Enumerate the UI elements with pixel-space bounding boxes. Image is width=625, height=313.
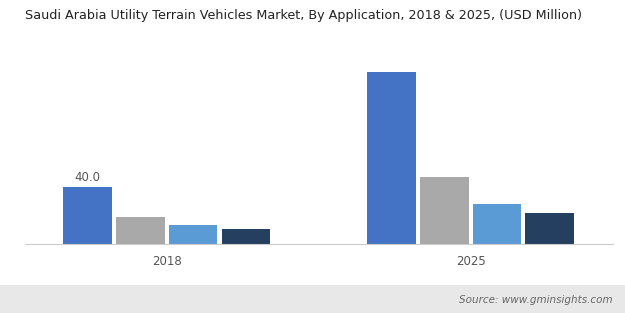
- Bar: [116, 217, 165, 244]
- Bar: [368, 72, 416, 244]
- Text: Source: www.gminsights.com: Source: www.gminsights.com: [459, 295, 612, 305]
- Bar: [221, 229, 270, 244]
- Text: 40.0: 40.0: [75, 172, 101, 184]
- Legend: Utility, Sports, Recreation, Military: Utility, Sports, Recreation, Military: [189, 292, 448, 310]
- Bar: [472, 204, 521, 244]
- Bar: [169, 225, 217, 244]
- Bar: [64, 187, 112, 244]
- Bar: [526, 213, 574, 244]
- Bar: [420, 177, 469, 244]
- Text: Saudi Arabia Utility Terrain Vehicles Market, By Application, 2018 & 2025, (USD : Saudi Arabia Utility Terrain Vehicles Ma…: [25, 9, 582, 23]
